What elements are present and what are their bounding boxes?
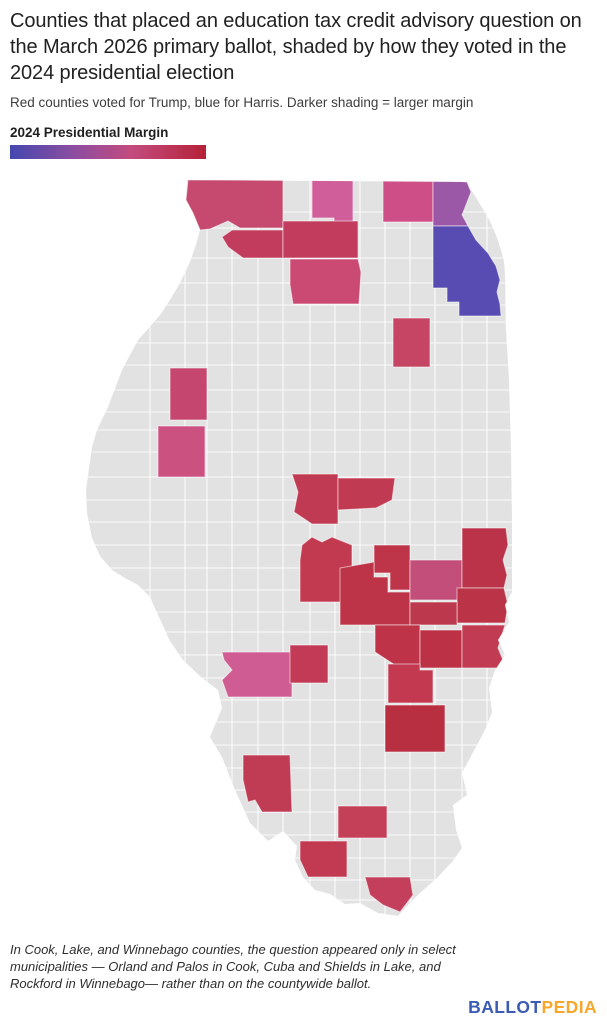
county-clark-like[interactable] bbox=[461, 624, 506, 669]
county-cook[interactable] bbox=[432, 225, 502, 317]
county-macon-like[interactable] bbox=[339, 561, 411, 626]
chart-title: Counties that placed an education tax cr… bbox=[10, 10, 582, 84]
county-sw-river[interactable] bbox=[242, 754, 293, 813]
county-lee-like[interactable] bbox=[289, 258, 362, 305]
ballotpedia-logo: BALLOTPEDIA bbox=[468, 997, 597, 1018]
county-vermilion-like[interactable] bbox=[461, 527, 509, 589]
county-south-west[interactable] bbox=[299, 840, 348, 878]
county-edgar-like[interactable] bbox=[456, 587, 509, 624]
county-mid-south[interactable] bbox=[387, 663, 434, 704]
county-layer bbox=[157, 179, 509, 913]
logo-ballot: BALLOT bbox=[468, 997, 542, 1017]
county-ogle-like[interactable] bbox=[282, 220, 359, 259]
county-douglas-like[interactable] bbox=[409, 601, 458, 626]
county-south-central[interactable] bbox=[337, 805, 388, 839]
legend-gradient-bar bbox=[10, 145, 206, 159]
county-west-lower[interactable] bbox=[157, 425, 206, 478]
legend-title: 2024 Presidential Margin bbox=[10, 125, 169, 140]
county-westcentral-pink[interactable] bbox=[221, 651, 293, 698]
county-center-west[interactable] bbox=[291, 473, 339, 525]
county-mchenry-like[interactable] bbox=[382, 179, 434, 223]
county-center-east[interactable] bbox=[337, 477, 396, 511]
county-mason-like[interactable] bbox=[299, 536, 353, 603]
footnote: In Cook, Lake, and Winnebago counties, t… bbox=[10, 942, 456, 991]
logo-pedia: PEDIA bbox=[541, 997, 597, 1017]
county-west-upper[interactable] bbox=[169, 367, 208, 421]
county-big-south[interactable] bbox=[384, 704, 446, 753]
county-champaign-like[interactable] bbox=[409, 559, 463, 601]
county-westcentral-red[interactable] bbox=[289, 644, 329, 684]
county-nw-corner[interactable] bbox=[185, 180, 284, 231]
chart-subtitle: Red counties voted for Trump, blue for H… bbox=[10, 95, 474, 110]
county-kendall-like[interactable] bbox=[392, 317, 431, 368]
county-coles-like[interactable] bbox=[419, 629, 463, 669]
county-south-tip[interactable] bbox=[364, 876, 414, 913]
